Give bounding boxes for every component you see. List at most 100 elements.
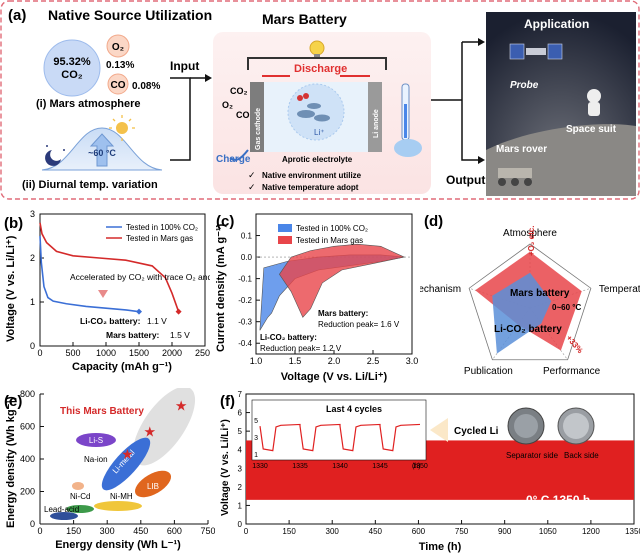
y-tick-label: 800 (20, 389, 35, 399)
gas-cathode-label: Gas cathode (255, 108, 262, 150)
x-tick-label: 1.5 (289, 356, 302, 366)
back-label: Back side (564, 451, 599, 460)
bulb-icon (309, 40, 325, 58)
x-tick-label: 0 (37, 348, 42, 358)
d-series-mars: Mars battery (510, 288, 570, 299)
x-tick-label: 1050 (539, 527, 557, 536)
region-ni-cd-label: Ni-Cd (70, 492, 90, 501)
x-tick-label: 450 (369, 527, 383, 536)
x-axis-label: Time (h) (419, 541, 462, 553)
panel-b: (b) Voltage (V vs. Li/Li⁺) Capacity (mAh… (0, 209, 228, 375)
y-tick-label: 2 (30, 253, 35, 263)
x-tick-label: 3.0 (406, 356, 419, 366)
panel-a-label: (a) (8, 7, 26, 24)
region-li-metal (101, 437, 151, 491)
panel-c-chart: (c) Current density (mA g⁻¹) Voltage (V … (215, 213, 419, 383)
gas-cathode (250, 82, 264, 152)
inset-title: Last 4 cycles (326, 404, 382, 414)
x-tick-label: 300 (326, 527, 340, 536)
b-label-co2: Li-CO₂ battery: (80, 316, 141, 326)
f-condition: 0° C 1350 h (526, 493, 590, 507)
x-tick-label: 150 (282, 527, 296, 536)
region-lead-acid-label: Lead-acid (44, 505, 79, 514)
li-anode-label: Li anode (373, 109, 380, 138)
y-tick-label: 0.1 (241, 232, 253, 241)
legend-co2: Tested in 100% CO₂ (126, 223, 198, 232)
mol-co2: CO₂ (230, 86, 248, 96)
inset-y-tick-label: 5 (254, 418, 258, 425)
y-tick-label: 3 (30, 210, 35, 219)
x-axis-label: Voltage (V vs. Li/Li⁺) (281, 371, 388, 383)
series-end-marker-1 (175, 308, 182, 315)
o2-pct: 0.13% (106, 60, 134, 71)
mars-surface (486, 124, 636, 196)
separator-label: Separator side (506, 451, 559, 460)
y-tick-label: 1 (238, 501, 243, 510)
native-title: Native Source Utilization (48, 7, 212, 23)
y-axis-label: Current density (mA g⁻¹) (215, 223, 227, 352)
d-ann-temp: 0~60 °C (552, 303, 581, 312)
sun-icon (109, 115, 135, 141)
x-tick-label: 750 (200, 526, 215, 536)
input-label: Input (170, 59, 199, 73)
y-tick-label: -0.2 (238, 296, 252, 305)
inset-y-tick-label: 1 (254, 452, 258, 459)
radar-grid (468, 243, 592, 361)
space-suit-label: Space suit (566, 124, 617, 135)
b-annotation-arrow (98, 290, 108, 298)
x-tick-label: 1200 (582, 527, 600, 536)
e-title: This Mars Battery (60, 406, 144, 417)
li-ion-label: Li⁺ (314, 128, 324, 137)
y-tick-label: 4 (238, 446, 243, 455)
inset-frame (251, 399, 427, 461)
co2-bubble (43, 39, 101, 97)
x-tick-label: 0 (37, 526, 42, 536)
y-tick-label: 0.0 (241, 253, 253, 262)
co-pct: 0.08% (132, 81, 160, 92)
y-tick-label: -0.1 (238, 275, 252, 284)
y-tick-label: -0.3 (238, 318, 252, 327)
inset-cycle-line (259, 423, 421, 452)
check1-icon: ✓ (248, 170, 256, 180)
y-tick-label: 400 (20, 454, 35, 464)
inset-x-tick-label: 1345 (372, 463, 388, 470)
application-title: Application (524, 17, 589, 31)
reaction-particles (297, 103, 330, 122)
aprotic-label: Aprotic electrolyte (282, 155, 353, 164)
region-lib-label: LIB (147, 482, 159, 491)
d-ann-perf: +33% (564, 334, 584, 356)
c-mars-peak: Reduction peak= 1.6 V (318, 320, 400, 329)
d-ann-atmos: +O₂ etc. (527, 226, 536, 256)
radar-axis-label: Mechanism (420, 284, 461, 295)
y-tick-label: 5 (238, 427, 243, 436)
legend-mars: Tested in Mars gas (296, 236, 363, 245)
y-tick-label: 0 (30, 341, 35, 351)
radar-spoke (529, 307, 568, 360)
x-tick-label: 1500 (129, 348, 149, 358)
o2-formula: O₂ (112, 42, 124, 53)
radar-series-1 (492, 272, 552, 354)
star-marker-0: ★ (121, 446, 134, 462)
region-na-ion-label: Na-ion (84, 455, 108, 464)
panel-e-label: (e) (4, 393, 22, 410)
star-marker-1: ★ (143, 423, 156, 439)
panel-d-chart: (d) Atmosphere Temperature Performance Publ… (410, 213, 640, 377)
inset-x-tick-label: 1335 (292, 463, 308, 470)
c-co2-label: Li-CO₂ battery: (260, 333, 317, 342)
co2-formula: CO₂ (61, 69, 83, 81)
x-tick-label: 150 (66, 526, 81, 536)
discharge-label: Discharge (294, 63, 347, 75)
y-tick-label: 6 (238, 409, 243, 418)
mars-rover-label: Mars rover (496, 144, 547, 155)
region-li-s (76, 433, 116, 447)
series-line-1 (39, 222, 180, 312)
x-tick-label: 500 (65, 348, 80, 358)
temp-arrow-icon (89, 133, 115, 167)
atmos-caption: (i) Mars atmosphere (36, 98, 141, 110)
inset-x-tick-label: 1340 (332, 463, 348, 470)
y-tick-label: 1 (30, 297, 35, 307)
x-axis-label: Capacity (mAh g⁻¹) (72, 361, 172, 373)
legend-mars: Tested in Mars gas (126, 234, 193, 243)
region-li-s-label: Li-S (89, 436, 103, 445)
x-tick-label: 900 (498, 527, 512, 536)
